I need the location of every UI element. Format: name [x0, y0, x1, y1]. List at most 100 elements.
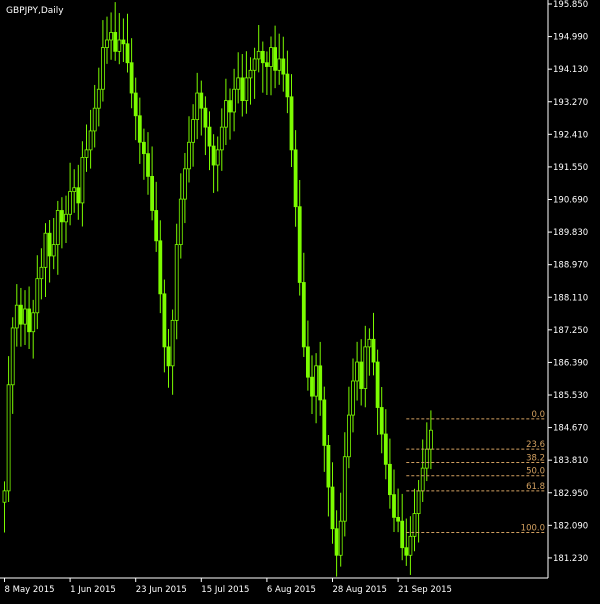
- candle: [215, 136, 220, 192]
- time-tick: 15 Jul 2015: [200, 578, 249, 595]
- candle: [137, 97, 142, 164]
- candle: [109, 12, 113, 60]
- candle: [76, 164, 81, 220]
- candle: [228, 88, 232, 140]
- candle: [301, 252, 306, 357]
- candle: [211, 134, 216, 193]
- candle: [334, 510, 339, 577]
- candle: [252, 47, 257, 99]
- candle: [154, 181, 159, 252]
- candle: [88, 109, 93, 169]
- fibonacci-level-label: 38.2: [526, 453, 545, 463]
- candle: [260, 41, 265, 93]
- price-tick: 195.850: [548, 0, 588, 10]
- time-tick-label: 8 May 2015: [5, 585, 55, 595]
- candle: [387, 438, 392, 509]
- candle: [68, 162, 72, 226]
- candle: [375, 349, 380, 435]
- price-tick: 184.670: [548, 424, 588, 434]
- candle: [203, 96, 208, 156]
- fibonacci-level[interactable]: 38.2: [406, 453, 546, 463]
- price-tick-label: 182.950: [553, 489, 588, 499]
- candle: [359, 339, 364, 406]
- candle: [146, 132, 150, 195]
- time-tick: 23 Jun 2015: [135, 578, 187, 595]
- candle: [182, 152, 187, 224]
- price-tick-label: 193.270: [553, 98, 588, 108]
- price-tick: 182.090: [548, 521, 588, 531]
- candle: [60, 197, 64, 249]
- candle: [392, 469, 396, 533]
- candle: [289, 74, 294, 168]
- price-tick-label: 185.530: [553, 391, 588, 401]
- candle: [27, 286, 32, 349]
- price-tick-label: 195.850: [553, 0, 588, 10]
- time-tick: 1 Jun 2015: [69, 578, 116, 595]
- price-tick-label: 188.970: [553, 261, 588, 271]
- fibonacci-level-label: 100.0: [521, 524, 545, 534]
- candle: [23, 290, 27, 346]
- candle: [162, 279, 167, 373]
- candle: [2, 481, 7, 533]
- candle: [14, 284, 19, 347]
- candle: [342, 432, 347, 537]
- candle: [117, 13, 122, 65]
- candle: [396, 488, 401, 533]
- candle: [191, 104, 196, 167]
- candle: [367, 328, 372, 376]
- candle: [96, 67, 101, 127]
- candle: [47, 220, 52, 283]
- candle: [72, 169, 77, 213]
- price-tick: 187.250: [548, 326, 588, 336]
- fibonacci-level[interactable]: 50.0: [406, 467, 546, 477]
- price-tick-label: 191.550: [553, 163, 588, 173]
- candle: [240, 54, 245, 117]
- candle: [174, 223, 179, 340]
- price-tick-label: 192.410: [553, 130, 588, 140]
- price-tick: 194.130: [548, 65, 588, 75]
- price-tick: 194.990: [548, 33, 588, 43]
- time-tick-label: 15 Jul 2015: [201, 585, 249, 595]
- candle: [18, 287, 23, 347]
- candle: [412, 488, 417, 552]
- candle: [379, 386, 384, 454]
- candle: [207, 111, 212, 171]
- candle: [84, 124, 89, 172]
- candle: [318, 341, 323, 416]
- candle: [199, 80, 204, 136]
- candle: [232, 68, 237, 132]
- time-tick-label: 21 Sep 2015: [398, 585, 452, 595]
- candle: [129, 38, 134, 109]
- candle: [314, 353, 319, 424]
- candle: [113, 2, 118, 61]
- fibonacci-level[interactable]: 61.8: [406, 482, 546, 492]
- candle: [39, 248, 44, 300]
- price-tick: 185.530: [548, 391, 588, 401]
- candle: [195, 72, 200, 140]
- candle: [101, 20, 105, 102]
- candle: [363, 325, 368, 408]
- time-tick: 21 Sep 2015: [397, 578, 452, 595]
- price-tick-label: 190.690: [553, 196, 588, 206]
- candle: [293, 130, 298, 227]
- time-tick-label: 23 Jun 2015: [136, 585, 187, 595]
- candle: [256, 24, 261, 73]
- price-tick-label: 184.670: [553, 424, 588, 434]
- fibonacci-level[interactable]: 23.6: [406, 440, 546, 450]
- fibonacci-level[interactable]: 0.0: [406, 410, 546, 420]
- fibonacci-level[interactable]: 100.0: [406, 524, 546, 534]
- price-tick-label: 182.090: [553, 521, 588, 531]
- time-tick: 28 Aug 2015: [332, 578, 387, 595]
- candle: [404, 518, 409, 566]
- price-tick: 193.270: [548, 98, 588, 108]
- price-tick: 192.410: [548, 130, 588, 140]
- price-tick-label: 183.810: [553, 456, 588, 466]
- fibonacci-level-label: 61.8: [526, 482, 545, 492]
- fibonacci-level-label: 50.0: [526, 467, 545, 477]
- candle: [305, 320, 310, 391]
- candle: [330, 462, 335, 544]
- time-tick: 6 Aug 2015: [266, 578, 316, 595]
- candle: [51, 218, 56, 270]
